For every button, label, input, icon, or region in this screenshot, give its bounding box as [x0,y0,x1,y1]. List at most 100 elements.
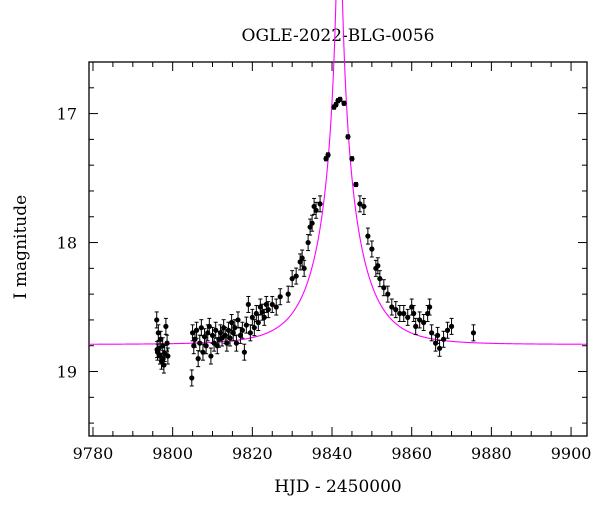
data-point [393,307,399,313]
data-point [337,96,343,102]
data-point [257,304,263,310]
data-point [381,285,387,291]
x-tick-label: 9860 [391,444,432,463]
data-point [265,307,271,313]
data-point [235,317,241,323]
data-point [232,325,238,331]
data-point [301,265,307,271]
data-point [448,323,455,329]
data-point [293,273,299,279]
data-point [361,203,367,210]
data-point [198,325,204,331]
data-point [269,301,275,308]
data-point [427,304,433,310]
data-point [470,330,477,336]
data-point [385,291,391,297]
x-tick-label: 9900 [551,444,592,463]
y-tick-label: 17 [57,105,77,124]
x-tick-label: 9800 [152,444,193,463]
data-point [243,322,249,328]
data-point [255,319,261,326]
data-point [277,294,283,300]
data-point [203,343,209,349]
x-tick-label: 9880 [471,444,512,463]
data-point [401,310,407,317]
data-point [208,353,214,359]
data-point [289,276,295,282]
chart-title: OGLE-2022-BLG-0056 [242,26,435,46]
data-point [233,340,240,346]
data-point [213,327,219,333]
data-point [273,304,279,310]
data-point [375,263,381,269]
data-point [317,201,323,207]
data-point [435,332,441,339]
data-point [206,323,212,329]
data-point [325,152,331,158]
data-point [241,349,247,355]
data-point [224,340,230,346]
data-point [365,233,371,239]
data-point [397,310,403,317]
data-point [341,100,347,106]
data-point [229,319,235,326]
x-tick-label: 9820 [232,444,273,463]
data-point [411,310,417,317]
data-point [417,317,423,323]
data-point [313,207,319,213]
y-tick-label: 18 [57,234,77,253]
data-point [249,314,255,320]
data-point [436,345,443,351]
data-point [429,330,435,336]
plot-frame [88,61,588,437]
data-point [160,356,166,362]
x-axis-label: HJD - 2450000 [274,477,402,497]
data-point [164,340,170,346]
data-point [377,276,383,282]
data-point [193,327,200,333]
data-point [189,375,195,381]
data-point [349,156,355,162]
data-point [163,323,169,329]
data-point [389,304,395,310]
data-point [345,134,351,140]
data-point [285,291,291,297]
data-point [227,335,233,341]
data-point [309,220,315,226]
data-point [307,224,313,230]
data-point [197,340,203,346]
x-tick-label: 9780 [73,444,114,463]
data-point [165,353,171,359]
data-point [195,356,201,362]
data-point [297,259,303,265]
data-point [405,314,411,320]
data-point [251,325,257,331]
data-point [259,309,265,315]
y-axis-label: I magnitude [11,195,31,299]
y-tick-label: 19 [57,363,77,382]
data-point [421,319,427,326]
data-point [305,239,311,246]
model-curve [89,0,587,345]
data-point [299,255,305,261]
data-point [247,330,253,336]
data-point [311,203,317,210]
data-point [245,301,251,308]
data-point [323,156,329,162]
data-point [333,101,339,108]
data-point [263,301,269,308]
data-point [261,314,267,320]
data-point [369,246,375,252]
data-point [239,327,245,333]
data-point [353,181,359,188]
data-point [357,201,363,207]
data-point [237,332,243,339]
data-point [440,336,447,342]
plot-area: 9780 9800 9820 9840 9860 9880 9900 17 18 19 [57,0,592,463]
data-point [413,323,419,329]
data-point [444,327,451,333]
data-point [154,317,160,323]
data-point [154,346,160,353]
